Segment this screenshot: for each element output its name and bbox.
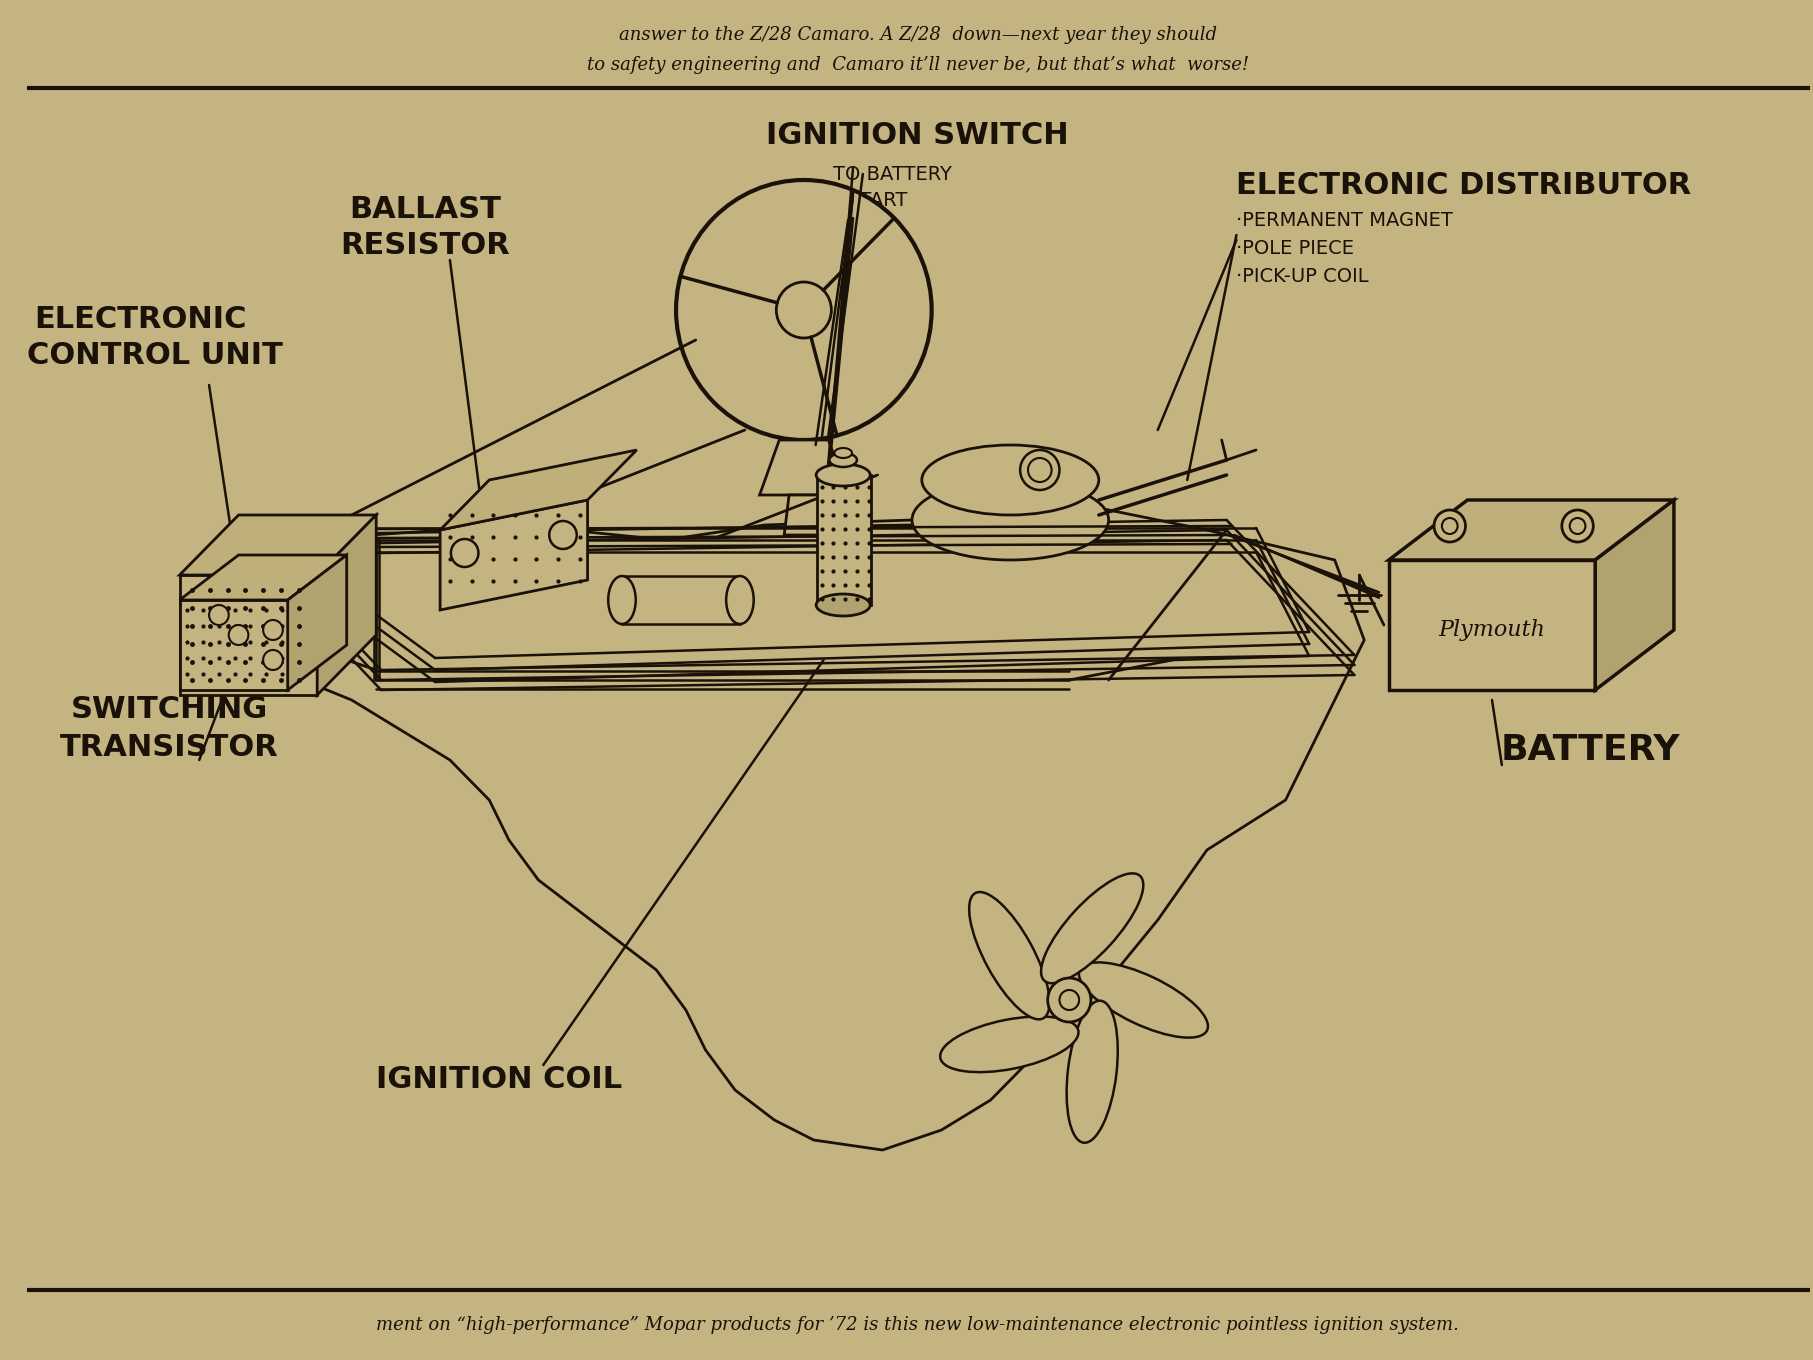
Ellipse shape <box>921 445 1099 515</box>
Ellipse shape <box>912 480 1108 560</box>
Bar <box>622 577 740 624</box>
Polygon shape <box>1389 500 1673 560</box>
Ellipse shape <box>941 1016 1079 1072</box>
Circle shape <box>228 626 248 645</box>
Polygon shape <box>441 450 636 530</box>
Text: START: START <box>847 190 908 209</box>
Circle shape <box>1048 978 1091 1021</box>
Text: IGNITION COIL: IGNITION COIL <box>375 1065 622 1095</box>
Circle shape <box>1561 510 1594 543</box>
Ellipse shape <box>970 892 1050 1020</box>
Polygon shape <box>179 515 375 575</box>
Ellipse shape <box>1066 1001 1119 1142</box>
Circle shape <box>208 605 228 626</box>
Ellipse shape <box>1079 963 1207 1038</box>
Text: answer to the Z/28 Camaro. A Z/28  down—next year they should: answer to the Z/28 Camaro. A Z/28 down—n… <box>618 26 1217 44</box>
Ellipse shape <box>607 577 636 624</box>
Text: BALLAST: BALLAST <box>350 196 500 224</box>
Ellipse shape <box>829 453 858 466</box>
Ellipse shape <box>834 447 852 458</box>
Circle shape <box>1021 450 1059 490</box>
Polygon shape <box>317 515 375 695</box>
Text: ELECTRONIC: ELECTRONIC <box>34 306 247 335</box>
Polygon shape <box>288 555 346 690</box>
Text: Plymouth: Plymouth <box>1438 619 1545 641</box>
Polygon shape <box>441 500 587 611</box>
Circle shape <box>676 180 932 441</box>
Ellipse shape <box>1041 873 1144 983</box>
Circle shape <box>451 539 479 567</box>
Circle shape <box>263 620 283 641</box>
Text: ·PERMANENT MAGNET: ·PERMANENT MAGNET <box>1236 211 1454 230</box>
Ellipse shape <box>816 464 870 486</box>
Text: IGNITION SWITCH: IGNITION SWITCH <box>765 121 1068 150</box>
Ellipse shape <box>727 577 754 624</box>
Text: BATTERY: BATTERY <box>1501 733 1681 767</box>
Circle shape <box>1434 510 1465 543</box>
Ellipse shape <box>816 594 870 616</box>
Polygon shape <box>179 555 346 600</box>
Text: RESISTOR: RESISTOR <box>341 230 509 260</box>
Circle shape <box>1570 518 1585 534</box>
Text: ELECTRONIC DISTRIBUTOR: ELECTRONIC DISTRIBUTOR <box>1236 170 1692 200</box>
Text: ment on “high-performance” Mopar products for ’72 is this new low-maintenance el: ment on “high-performance” Mopar product… <box>377 1316 1459 1334</box>
Text: to safety engineering and  Camaro it’ll never be, but that’s what  worse!: to safety engineering and Camaro it’ll n… <box>587 56 1249 73</box>
Text: ·PICK-UP COIL: ·PICK-UP COIL <box>1236 267 1369 286</box>
Text: SWITCHING: SWITCHING <box>71 695 268 725</box>
Polygon shape <box>760 441 848 495</box>
Circle shape <box>1059 990 1079 1010</box>
Polygon shape <box>1595 500 1673 690</box>
Bar <box>816 475 870 605</box>
Circle shape <box>1441 518 1458 534</box>
Circle shape <box>263 650 283 670</box>
Polygon shape <box>1389 560 1595 690</box>
Text: ·POLE PIECE: ·POLE PIECE <box>1236 238 1354 257</box>
Text: TO BATTERY: TO BATTERY <box>832 166 952 185</box>
Circle shape <box>1028 458 1052 481</box>
Text: RUN: RUN <box>847 215 888 234</box>
Polygon shape <box>179 575 317 695</box>
Text: CONTROL UNIT: CONTROL UNIT <box>27 340 283 370</box>
Text: TRANSISTOR: TRANSISTOR <box>60 733 279 763</box>
Polygon shape <box>179 600 288 690</box>
Circle shape <box>776 282 832 339</box>
Circle shape <box>549 521 577 549</box>
Polygon shape <box>785 495 823 534</box>
